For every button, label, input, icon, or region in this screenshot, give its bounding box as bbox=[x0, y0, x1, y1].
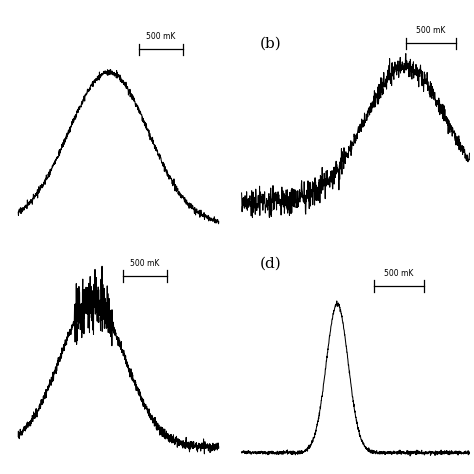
Text: (d): (d) bbox=[260, 256, 282, 270]
Text: 500 mK: 500 mK bbox=[416, 27, 446, 36]
Text: 500 mK: 500 mK bbox=[146, 32, 175, 41]
Text: 500 mK: 500 mK bbox=[384, 269, 413, 278]
Text: 500 mK: 500 mK bbox=[130, 259, 159, 268]
Text: (b): (b) bbox=[260, 36, 282, 51]
